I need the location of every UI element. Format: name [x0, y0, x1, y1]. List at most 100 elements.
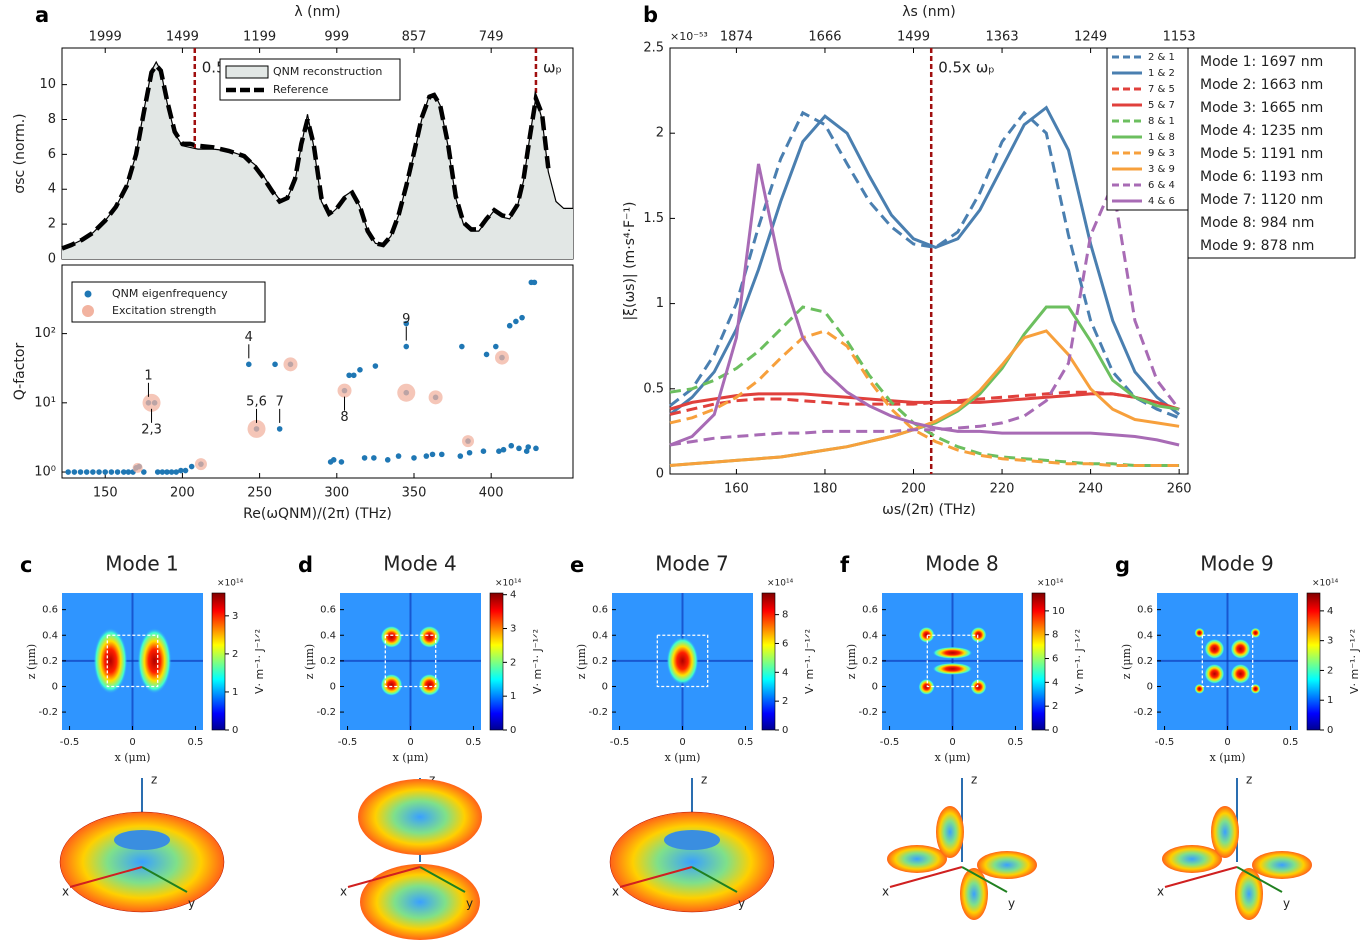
y-tick-label: 0.6	[862, 605, 878, 616]
field-lobe	[970, 626, 987, 643]
qnm-point	[372, 363, 379, 369]
particle-outline	[106, 634, 159, 688]
qnm-point	[506, 322, 513, 329]
x-tick-label: 220	[990, 482, 1015, 497]
legend-label: Excitation strength	[112, 304, 216, 317]
x-tick-label: 0.5	[1282, 737, 1298, 748]
x-tick-label: 150	[93, 486, 118, 501]
colorbar-tick-label: 0	[510, 725, 516, 736]
y-tick-label: 0.4	[42, 630, 58, 641]
legend-label: 5 & 7	[1148, 100, 1175, 111]
y-tick-label: 0.4	[320, 630, 336, 641]
annotation: 9	[402, 312, 410, 327]
axis-3d-label: z	[1246, 773, 1252, 787]
x-axis-label: x (μm)	[665, 751, 701, 764]
particle-outline	[1201, 634, 1254, 688]
field-lobe	[1194, 627, 1205, 638]
x-axis-label: x (μm)	[935, 751, 971, 764]
y-tick-label: 0.2	[1137, 656, 1153, 667]
reference-label: 0.5x ωₚ	[938, 59, 994, 77]
axis-3d-label: z	[151, 773, 157, 787]
field-lobe	[380, 673, 403, 696]
y-tick-label: 0.4	[592, 630, 608, 641]
y-tick-label: -0.2	[38, 707, 58, 718]
legend-label: 2 & 1	[1148, 52, 1175, 63]
x-tick-label: 200	[170, 486, 195, 501]
colorbar-tick-label: 2	[510, 657, 516, 668]
colorbar-tick-label: 6	[782, 638, 788, 649]
x-tick-label: -0.5	[610, 737, 630, 748]
y-tick-label: 0	[48, 252, 56, 267]
x-tick-label: 0	[1224, 737, 1230, 748]
x2-tick-label: 1363	[986, 30, 1019, 45]
x2-tick-label: 1249	[1074, 30, 1107, 45]
x-tick-label: -0.5	[60, 737, 80, 748]
axis-3d	[347, 866, 421, 888]
x-tick-label: -0.5	[338, 737, 358, 748]
axis-3d	[619, 866, 693, 888]
qnm-point	[338, 459, 345, 465]
field-lobe	[918, 678, 935, 695]
qnm-point	[141, 469, 147, 475]
qnm-point	[182, 467, 189, 474]
colorbar-tick-label: 4	[1052, 677, 1058, 688]
colorbar-label: V· m⁻¹· J⁻¹ᐟ²	[1073, 629, 1086, 694]
y-tick-label: 10⁰	[34, 465, 56, 480]
axis-3d-label: x	[612, 885, 619, 899]
field-lobe	[970, 678, 987, 695]
qnm-point	[178, 467, 184, 474]
pattern-lobe	[936, 806, 964, 858]
excitation-marker	[337, 383, 352, 398]
qnm-point	[71, 469, 78, 475]
axis-3d-label: x	[340, 885, 347, 899]
panel-title: Mode 4	[383, 552, 457, 576]
qnm-point	[403, 343, 410, 350]
qnm-point	[173, 469, 180, 475]
x-axis-label: x (μm)	[115, 751, 151, 764]
field-lobe	[918, 626, 935, 643]
y-scale-label: ×10⁻⁵³	[670, 30, 708, 43]
excitation-marker	[194, 458, 207, 471]
pattern-hole	[664, 830, 720, 850]
y-tick-label: 2	[656, 126, 664, 141]
y-tick-label: -0.2	[316, 707, 336, 718]
axis-3d	[889, 866, 963, 888]
axis-3d	[69, 866, 143, 888]
particle-outline	[926, 634, 979, 688]
pattern-lobe	[59, 811, 225, 913]
qnm-point	[519, 314, 525, 321]
annotation: 7	[276, 394, 284, 409]
legend-label: 9 & 3	[1148, 148, 1175, 159]
x2-tick-label: 749	[479, 30, 504, 45]
qnm-point	[65, 469, 71, 475]
qnm-point	[357, 366, 363, 373]
legend-swatch	[84, 290, 92, 298]
x2-tick-label: 857	[402, 30, 427, 45]
qnm-point	[525, 444, 532, 450]
series-line	[669, 105, 1181, 416]
legend-label: 1 & 8	[1148, 132, 1175, 143]
qnm-point	[246, 361, 252, 368]
x2-axis-label: λ (nm)	[294, 4, 340, 20]
panel-label: c	[20, 553, 32, 577]
colorbar-tick-label: 1	[510, 691, 516, 702]
y-tick-label: 2.5	[643, 41, 664, 56]
colorbar-tick-label: 1	[232, 687, 238, 698]
qnm-point	[108, 469, 115, 475]
qnm-point	[480, 448, 487, 454]
qnm-point	[83, 469, 90, 475]
qnm-point	[516, 445, 522, 452]
y-tick-label: 0	[1147, 681, 1153, 692]
mode-entry: Mode 8: 984 nm	[1200, 215, 1314, 231]
colorbar-label: V· m⁻¹· J⁻¹ᐟ²	[803, 629, 816, 694]
colorbar-tick-label: 4	[1327, 606, 1333, 617]
qnm-point	[483, 351, 490, 358]
axis-3d	[419, 866, 466, 893]
mode-entry: Mode 7: 1120 nm	[1200, 192, 1323, 208]
y-tick-label: 10	[39, 77, 56, 92]
qnm-point	[457, 453, 464, 459]
qnm-point	[459, 343, 465, 350]
mode-entry: Mode 9: 878 nm	[1200, 238, 1314, 254]
y-tick-label: -0.2	[858, 707, 878, 718]
y-tick-label: 0.6	[1137, 605, 1153, 616]
